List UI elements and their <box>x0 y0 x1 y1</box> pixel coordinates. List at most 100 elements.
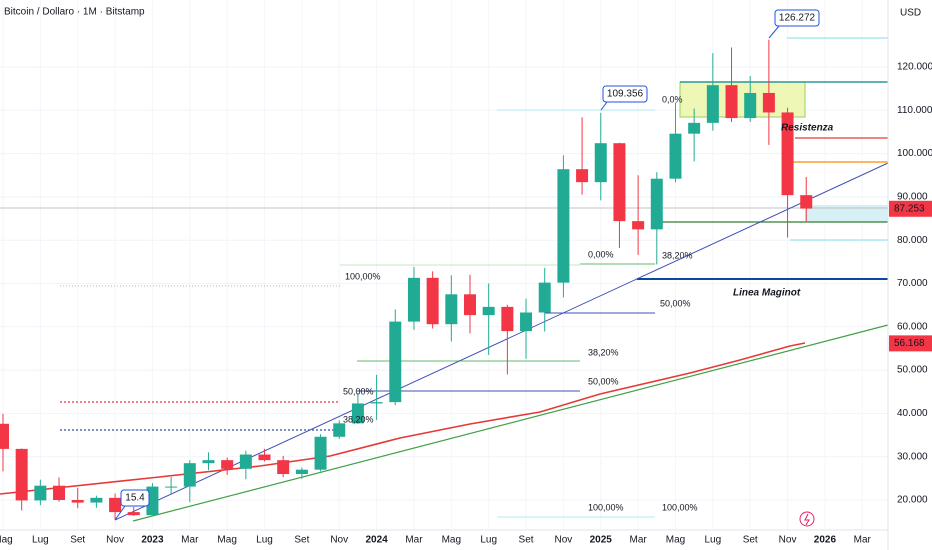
x-tick-label: Mag <box>0 535 13 546</box>
x-tick-label: 2026 <box>814 535 837 546</box>
candle-body <box>688 122 701 134</box>
fib-label: 100,00% <box>345 271 381 281</box>
candle-body <box>389 321 402 403</box>
fib-label: 38,20% <box>662 250 693 260</box>
candle-body <box>426 277 439 325</box>
candle-body <box>109 497 122 513</box>
y-tick-label: 100.000 <box>897 148 932 159</box>
candle-body <box>333 423 346 437</box>
fib-label: 38,20% <box>343 414 374 424</box>
callout-pointer <box>768 25 780 39</box>
y-tick-label: 70.000 <box>897 278 928 289</box>
currency: USD <box>900 8 921 19</box>
candle-body <box>351 403 364 424</box>
candle-body <box>0 423 9 449</box>
candle-body <box>71 499 84 503</box>
x-tick-label: Mar <box>181 535 199 546</box>
price-label: 87.253 <box>894 203 925 214</box>
candle-body <box>594 143 607 183</box>
x-tick-label: Nov <box>555 535 573 546</box>
candle-body <box>183 463 196 487</box>
x-tick-label: Set <box>294 535 309 546</box>
fib-label: 50,00% <box>343 386 374 396</box>
x-tick-label: Mag <box>442 535 461 546</box>
y-tick-label: 80.000 <box>897 235 928 246</box>
x-tick-label: Mar <box>405 535 423 546</box>
price-label-box <box>889 200 932 217</box>
candle-body <box>165 486 178 488</box>
x-tick-label: Mag <box>217 535 236 546</box>
event-icon[interactable] <box>799 511 815 527</box>
fib-label: 100,00% <box>662 502 698 512</box>
labels: 20.000 30.000 40.000 50.000 60.000 70.000 80.0… <box>0 9 932 546</box>
price-label: 56.168 <box>894 338 925 349</box>
candle-body <box>576 169 589 183</box>
candle-body <box>501 306 514 332</box>
x-tick-label: Set <box>519 535 534 546</box>
fib-label: 100,00% <box>588 502 624 512</box>
trend-line <box>132 324 889 522</box>
candle-body <box>258 454 271 461</box>
candle-body <box>90 497 103 503</box>
candle-body <box>127 512 140 516</box>
callout-pointer <box>600 101 608 111</box>
y-tick-label: 90.000 <box>897 192 928 203</box>
candle-body <box>762 92 775 113</box>
x-tick-label: Nov <box>106 535 124 546</box>
candle-body <box>613 143 626 222</box>
x-tick-label: Lug <box>704 535 721 546</box>
candle-body <box>650 178 663 230</box>
x-tick-label: Nov <box>779 535 797 546</box>
candle-body <box>295 469 308 475</box>
candle-body <box>725 85 738 119</box>
y-tick-label: 60.000 <box>897 321 928 332</box>
callout-label: 126.272 <box>779 13 816 24</box>
candle-body <box>632 221 645 230</box>
x-tick-label: Set <box>743 535 758 546</box>
candle-body <box>800 195 813 209</box>
x-tick-label: 2025 <box>590 535 613 546</box>
fib-label: 0,0% <box>662 94 683 104</box>
callout-box <box>602 85 648 103</box>
x-tick-label: 2023 <box>141 535 164 546</box>
y-tick-label: 30.000 <box>897 451 928 462</box>
zone-box <box>805 205 888 222</box>
candle-body <box>445 294 458 325</box>
candle-body <box>482 306 495 316</box>
candle-body <box>34 485 47 501</box>
x-tick-label: Mar <box>630 535 648 546</box>
annotation: Linea Maginot <box>733 288 801 299</box>
callout-label: 15.4 <box>125 493 145 504</box>
candle-body <box>669 133 682 179</box>
candle-body <box>538 282 551 313</box>
fib-label: 50,00% <box>588 376 619 386</box>
x-tick-label: Lug <box>32 535 49 546</box>
range-box <box>679 81 806 118</box>
fib-label: 38,20% <box>588 347 619 357</box>
y-tick-label: 50.000 <box>897 365 928 376</box>
candle-body <box>520 312 533 332</box>
y-tick-label: 40.000 <box>897 408 928 419</box>
candle-body <box>407 277 420 322</box>
candle-body <box>557 169 570 283</box>
candle-body <box>239 454 252 469</box>
annotation: Resistenza <box>781 123 834 134</box>
candle-body <box>277 460 290 475</box>
callout-label: 109.356 <box>607 89 644 100</box>
candle-body <box>464 294 476 316</box>
y-tick-label: 20.000 <box>897 495 928 506</box>
callout-pointer <box>114 505 126 521</box>
candle-body <box>15 448 28 501</box>
x-tick-label: Lug <box>480 535 497 546</box>
x-tick-label: Mar <box>854 535 872 546</box>
candle-body <box>202 460 215 464</box>
event-icon-bolt <box>804 513 810 526</box>
x-tick-label: Nov <box>330 535 348 546</box>
candle-body <box>781 112 794 196</box>
y-tick-label: 120.000 <box>897 62 932 73</box>
x-tick-label: Mag <box>666 535 685 546</box>
fib-label: 50,00% <box>660 298 691 308</box>
candle-body <box>370 402 383 404</box>
